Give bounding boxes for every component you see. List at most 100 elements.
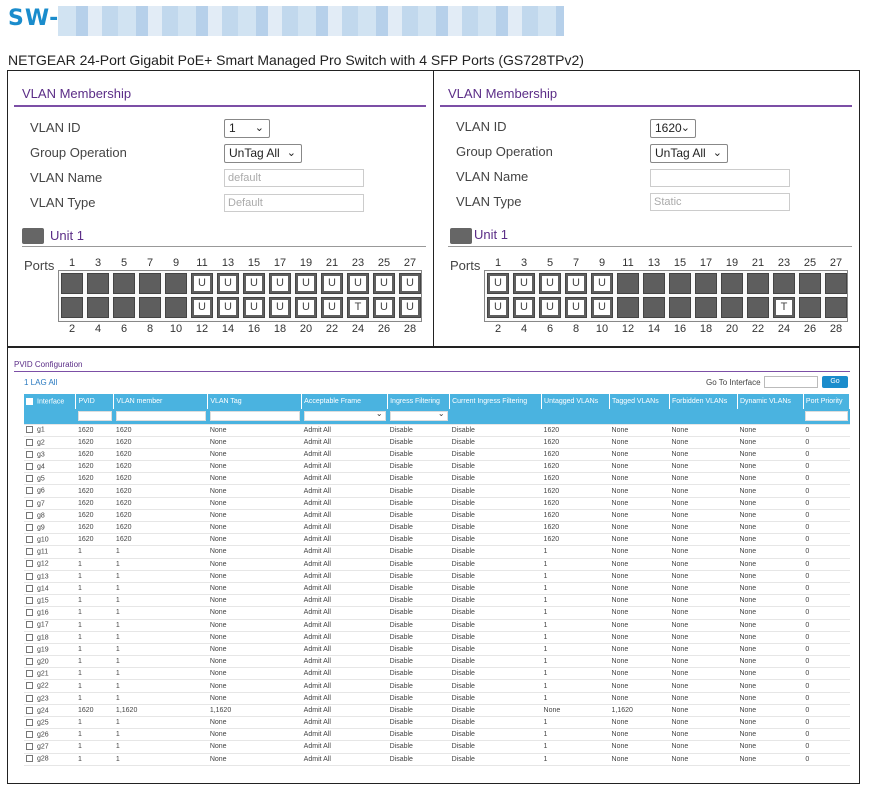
row-checkbox[interactable] [26, 450, 33, 458]
row-checkbox[interactable] [26, 694, 33, 702]
port-toggle[interactable] [747, 273, 769, 294]
row-checkbox[interactable] [26, 731, 33, 739]
column-header[interactable]: Port Priority [803, 394, 851, 409]
goto-interface-input[interactable] [764, 376, 818, 388]
port-toggle[interactable] [87, 297, 109, 318]
port-toggle[interactable] [165, 273, 187, 294]
row-checkbox[interactable] [26, 755, 33, 763]
table-row[interactable]: g2 1620 1620 None Admit All Disable Disable 162… [24, 436, 850, 449]
vlan-name-field[interactable] [650, 169, 790, 187]
row-checkbox[interactable] [26, 523, 33, 531]
port-toggle[interactable] [61, 297, 83, 318]
table-row[interactable]: g8 1620 1620 None Admit All Disable Disable 162… [24, 509, 850, 523]
group-operation-select[interactable]: UnTag All ⌄ [224, 144, 302, 163]
port-toggle[interactable] [139, 273, 161, 294]
vlan-id-select[interactable]: 1 ⌄ [224, 119, 270, 138]
port-toggle[interactable]: U [373, 273, 395, 294]
table-row[interactable]: g17 1 1 None Admit All Disable Disable 1 None Non… [24, 619, 850, 632]
port-toggle[interactable] [825, 297, 847, 318]
port-toggle[interactable]: U [487, 297, 509, 318]
column-header[interactable]: PVID [75, 394, 115, 409]
lag-all-link[interactable]: 1 LAG All [24, 378, 58, 387]
column-header[interactable]: VLAN Tag [207, 394, 303, 409]
column-header[interactable]: Current Ingress Filtering [449, 394, 543, 409]
port-toggle[interactable] [165, 297, 187, 318]
port-toggle[interactable] [87, 273, 109, 294]
table-row[interactable]: g6 1620 1620 None Admit All Disable Disable 162… [24, 484, 850, 498]
filter-input[interactable] [805, 411, 848, 422]
port-toggle[interactable] [617, 297, 639, 318]
port-toggle[interactable] [773, 273, 795, 294]
port-toggle[interactable]: U [565, 297, 587, 318]
port-toggle[interactable]: U [539, 297, 561, 318]
port-toggle[interactable]: U [321, 273, 343, 294]
filter-select[interactable]: ⌄ [389, 409, 448, 422]
row-checkbox[interactable] [26, 499, 33, 507]
table-row[interactable]: g22 1 1 None Admit All Disable Disable 1 None Non… [24, 679, 850, 693]
table-row[interactable]: g10 1620 1620 None Admit All Disable Disable 16… [24, 533, 850, 547]
select-all-checkbox[interactable] [26, 397, 33, 405]
table-row[interactable]: g15 1 1 None Admit All Disable Disable 1 None Non… [24, 594, 850, 608]
port-toggle[interactable] [695, 297, 717, 318]
table-row[interactable]: g1 1620 1620 None Admit All Disable Disable 162… [24, 424, 850, 437]
port-toggle[interactable]: U [513, 297, 535, 318]
port-toggle[interactable] [695, 273, 717, 294]
filter-input[interactable] [115, 411, 206, 422]
row-checkbox[interactable] [26, 511, 33, 519]
port-toggle[interactable]: U [565, 273, 587, 294]
filter-input[interactable] [209, 411, 300, 422]
row-checkbox[interactable] [26, 560, 33, 568]
table-row[interactable]: g4 1620 1620 None Admit All Disable Disable 162… [24, 460, 850, 474]
port-toggle[interactable]: U [591, 273, 613, 294]
table-row[interactable]: g18 1 1 None Admit All Disable Disable 1 None Non… [24, 631, 850, 644]
port-toggle[interactable]: U [373, 297, 395, 318]
table-row[interactable]: g5 1620 1620 None Admit All Disable Disable 162… [24, 472, 850, 486]
unit-label[interactable]: Unit 1 [474, 227, 508, 242]
port-toggle[interactable]: T [773, 297, 795, 318]
port-toggle[interactable]: U [269, 297, 291, 318]
port-toggle[interactable]: U [399, 273, 421, 294]
port-toggle[interactable] [113, 297, 135, 318]
row-checkbox[interactable] [26, 609, 33, 617]
row-checkbox[interactable] [26, 743, 33, 751]
port-toggle[interactable] [799, 273, 821, 294]
row-checkbox[interactable] [26, 487, 33, 495]
vlan-type-field[interactable]: Static [650, 193, 790, 211]
go-button[interactable]: Go [822, 376, 848, 388]
row-checkbox[interactable] [26, 548, 33, 556]
port-toggle[interactable] [799, 297, 821, 318]
port-toggle[interactable] [643, 273, 665, 294]
row-checkbox[interactable] [26, 536, 33, 544]
column-header[interactable]: Untagged VLANs [541, 394, 611, 409]
port-toggle[interactable]: T [347, 297, 369, 318]
port-toggle[interactable] [643, 297, 665, 318]
row-checkbox[interactable] [26, 718, 33, 726]
port-toggle[interactable]: U [321, 297, 343, 318]
port-toggle[interactable]: U [399, 297, 421, 318]
row-checkbox[interactable] [26, 645, 33, 653]
filter-input[interactable] [77, 411, 112, 422]
row-checkbox[interactable] [26, 572, 33, 580]
column-header[interactable]: Acceptable Frame [301, 394, 389, 409]
column-header[interactable]: Dynamic VLANs [737, 394, 804, 409]
table-row[interactable]: g12 1 1 None Admit All Disable Disable 1 None Non… [24, 558, 850, 571]
port-toggle[interactable] [721, 273, 743, 294]
table-row[interactable]: g28 1 1 None Admit All Disable Disable 1 None Non… [24, 753, 850, 766]
port-toggle[interactable]: U [243, 297, 265, 318]
filter-select[interactable]: ⌄ [303, 409, 386, 422]
port-toggle[interactable]: U [191, 297, 213, 318]
table-row[interactable]: g14 1 1 None Admit All Disable Disable 1 None Non… [24, 582, 850, 596]
row-checkbox[interactable] [26, 682, 33, 690]
table-row[interactable]: g26 1 1 None Admit All Disable Disable 1 None Non… [24, 728, 850, 742]
row-checkbox[interactable] [26, 633, 33, 641]
unit-label[interactable]: Unit 1 [50, 228, 84, 243]
port-toggle[interactable] [139, 297, 161, 318]
column-header[interactable]: Tagged VLANs [609, 394, 670, 409]
column-header[interactable]: VLAN member [113, 394, 209, 409]
table-row[interactable]: g13 1 1 None Admit All Disable Disable 1 None Non… [24, 570, 850, 583]
row-checkbox[interactable] [26, 584, 33, 592]
table-row[interactable]: g16 1 1 None Admit All Disable Disable 1 None Non… [24, 606, 850, 620]
table-row[interactable]: g21 1 1 None Admit All Disable Disable 1 None Non… [24, 667, 850, 681]
row-checkbox[interactable] [26, 438, 33, 446]
row-checkbox[interactable] [26, 597, 33, 605]
